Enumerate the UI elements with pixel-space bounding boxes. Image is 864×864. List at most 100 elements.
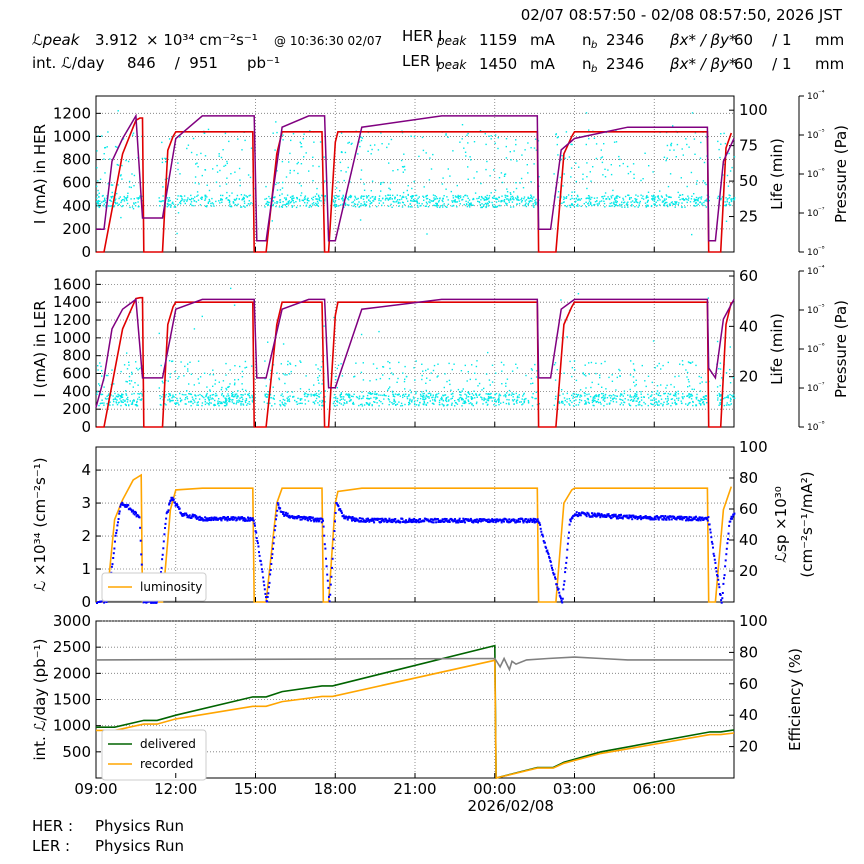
lsp-point xyxy=(555,583,558,586)
pressure-point xyxy=(133,174,136,177)
lsp-point xyxy=(360,520,362,522)
pressure-point xyxy=(223,402,226,404)
pressure-point xyxy=(494,400,496,402)
pressure-point xyxy=(432,200,434,202)
pressure-point xyxy=(566,336,568,338)
y-tick-label: 800 xyxy=(62,151,91,169)
pressure-point xyxy=(353,403,355,405)
pressure-point xyxy=(409,398,411,400)
lsp-point xyxy=(298,516,301,519)
pressure-point xyxy=(470,397,473,400)
pressure-point xyxy=(678,196,680,198)
pressure-point xyxy=(613,205,616,208)
pressure-point xyxy=(687,403,690,405)
pressure-point xyxy=(324,401,326,403)
pressure-point xyxy=(447,199,449,201)
pressure-point xyxy=(230,205,233,208)
pressure-point xyxy=(214,383,216,385)
pressure-point xyxy=(585,402,587,404)
pressure-point xyxy=(654,204,656,206)
pressure-point xyxy=(590,180,592,182)
pressure-point xyxy=(494,394,496,396)
pressure-point xyxy=(378,195,381,197)
pressure-point xyxy=(350,143,352,145)
lsp-point xyxy=(208,517,211,520)
y-tick-label: 2 xyxy=(81,527,91,545)
x-tick-label: 21:00 xyxy=(393,780,436,798)
pressure-point xyxy=(281,187,284,189)
pressure-point xyxy=(686,371,689,374)
lsp-point xyxy=(614,514,617,517)
pressure-point xyxy=(237,395,239,397)
lsp-point xyxy=(448,519,451,522)
pressure-point xyxy=(138,396,140,398)
pressure-point xyxy=(421,136,424,139)
pressure-point xyxy=(243,205,245,207)
lsp-point xyxy=(423,520,426,523)
pressure-point xyxy=(523,196,526,198)
lsp-point xyxy=(500,521,503,524)
pressure-point xyxy=(310,393,312,395)
pressure-point xyxy=(458,200,461,202)
pressure-point xyxy=(288,400,290,402)
intl-label: int. ℒ/day xyxy=(32,54,105,72)
pressure-point xyxy=(342,198,344,200)
pressure-point xyxy=(450,398,452,400)
pressure-point xyxy=(110,184,113,186)
pressure-point xyxy=(531,197,533,199)
lsp-point xyxy=(334,520,336,523)
lsp-point xyxy=(411,518,414,521)
pressure-point xyxy=(247,402,249,405)
pressure-point xyxy=(401,166,404,168)
pressure-point xyxy=(527,401,530,403)
lsp-point xyxy=(733,512,736,515)
lsp-point xyxy=(380,520,383,522)
lsp-point xyxy=(316,517,319,520)
lsp-point xyxy=(304,518,307,521)
lsp-point xyxy=(105,601,108,603)
pressure-point xyxy=(185,403,187,405)
lsp-point xyxy=(647,516,650,519)
pressure-point xyxy=(370,397,372,399)
pressure-point xyxy=(583,374,586,376)
legend-label: luminosity xyxy=(140,580,202,594)
pressure-point xyxy=(206,386,208,388)
pressure-point xyxy=(321,399,323,402)
pressure-point xyxy=(463,400,465,403)
pressure-point xyxy=(619,375,621,377)
lsp-point xyxy=(309,516,312,519)
pressure-point xyxy=(164,157,166,160)
lsp-point xyxy=(526,520,529,522)
pressure-point xyxy=(120,400,122,402)
pressure-point xyxy=(282,201,284,203)
lsp-point xyxy=(361,520,364,523)
pressure-point xyxy=(179,400,182,403)
lsp-point xyxy=(500,519,503,522)
pressure-point xyxy=(641,404,643,407)
pressure-point xyxy=(396,381,398,383)
lsp-point xyxy=(713,558,716,561)
pressure-point xyxy=(141,393,143,395)
pressure-point xyxy=(505,157,508,159)
pressure-point xyxy=(448,399,450,401)
pressure-point xyxy=(623,401,625,403)
pressure-point xyxy=(414,194,417,197)
pressure-point xyxy=(682,154,684,156)
pressure-point xyxy=(352,395,354,398)
pressure-point xyxy=(322,405,324,407)
pressure-point xyxy=(461,405,463,407)
pressure-point xyxy=(633,399,635,401)
pressure-point xyxy=(476,401,478,403)
pressure-point xyxy=(120,404,122,407)
pressure-point xyxy=(501,383,503,385)
pressure-point xyxy=(97,180,99,182)
pressure-point xyxy=(484,133,486,135)
pressure-point xyxy=(515,143,517,146)
pressure-point xyxy=(680,402,683,404)
lsp-point xyxy=(571,517,574,520)
pressure-point xyxy=(503,199,506,201)
pressure-point xyxy=(536,403,539,406)
pressure-point xyxy=(411,206,413,208)
pressure-point xyxy=(218,398,220,400)
pressure-point xyxy=(727,185,730,187)
